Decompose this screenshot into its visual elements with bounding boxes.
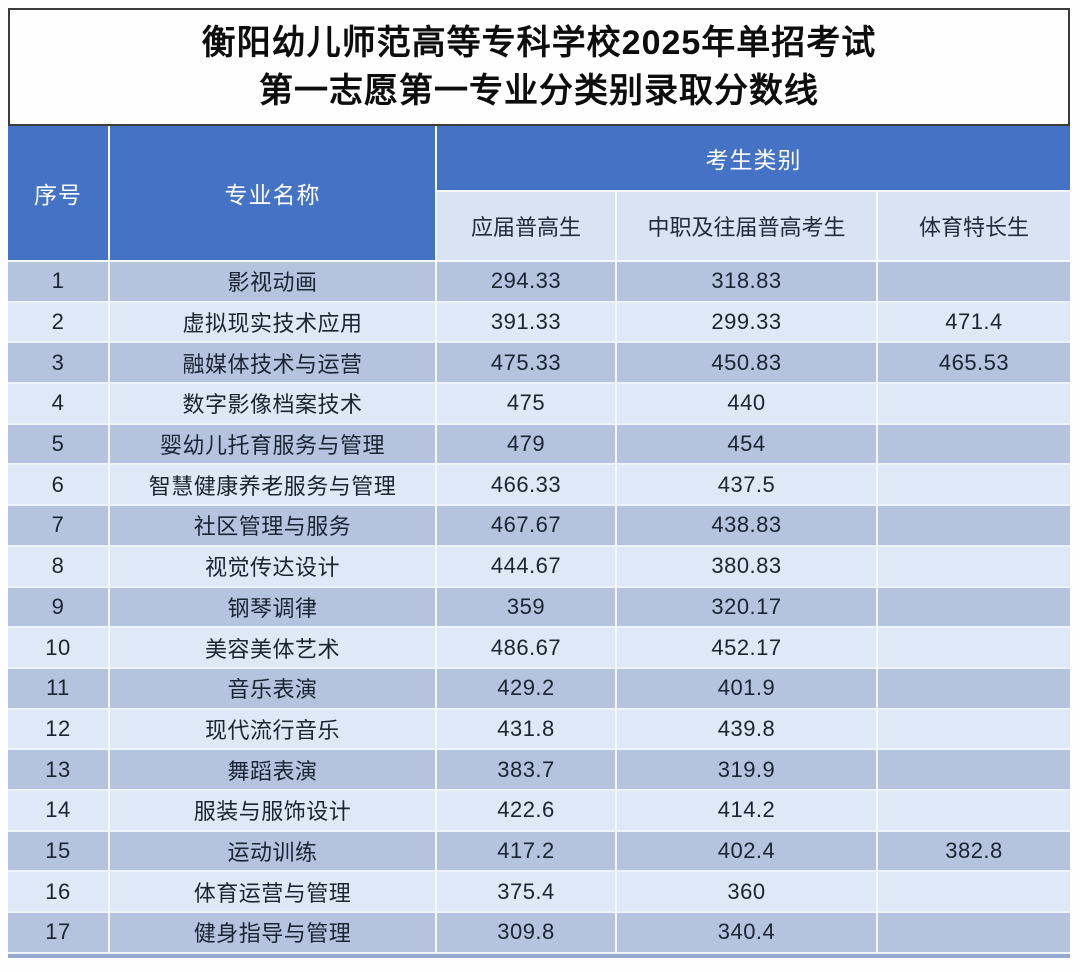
cell-no: 15 (8, 831, 110, 873)
cell-cat3 (878, 506, 1070, 547)
page-title-line2: 第一志愿第一专业分类别录取分数线 (259, 72, 819, 110)
cell-no: 17 (8, 913, 110, 954)
cell-cat3 (878, 709, 1070, 751)
cell-no: 7 (8, 506, 110, 547)
cell-cat2: 401.9 (617, 668, 878, 710)
cell-cat2: 437.5 (617, 465, 878, 507)
header-major: 专业名称 (110, 126, 437, 262)
header-category-group: 考生类别 (437, 126, 1070, 192)
cell-major: 婴幼儿托育服务与管理 (110, 424, 437, 466)
cell-cat1: 475 (437, 384, 617, 425)
cell-cat3 (878, 790, 1070, 832)
cell-cat1: 422.6 (437, 790, 617, 832)
cell-major: 虚拟现实技术应用 (110, 302, 437, 344)
cell-cat3 (878, 465, 1070, 507)
cell-cat2: 318.83 (617, 262, 878, 303)
cell-cat1: 429.2 (437, 668, 617, 710)
cell-cat2: 438.83 (617, 506, 878, 547)
cell-cat2: 299.33 (617, 302, 878, 344)
cell-cat2: 402.4 (617, 831, 878, 873)
cell-cat1: 391.33 (437, 302, 617, 344)
cell-no: 1 (8, 262, 110, 303)
cell-cat2: 440 (617, 384, 878, 425)
cell-no: 5 (8, 424, 110, 466)
score-table: 序号 专业名称 考生类别 应届普高生 中职及往届普高考生 体育特长生 1 影视动… (8, 126, 1070, 958)
cell-cat2: 414.2 (617, 790, 878, 832)
cell-no: 4 (8, 384, 110, 425)
cell-cat3 (878, 587, 1070, 629)
cell-no: 10 (8, 628, 110, 669)
cell-no: 13 (8, 750, 110, 791)
cell-no: 12 (8, 709, 110, 751)
cell-cat3 (878, 262, 1070, 303)
cell-cat1: 309.8 (437, 913, 617, 954)
cell-cat3 (878, 668, 1070, 710)
cell-cat1: 375.4 (437, 872, 617, 913)
cell-major: 融媒体技术与运营 (110, 343, 437, 385)
cell-cat1: 444.67 (437, 546, 617, 588)
cell-no: 11 (8, 668, 110, 710)
cell-major: 影视动画 (110, 262, 437, 303)
cell-cat2: 340.4 (617, 913, 878, 954)
cell-cat1: 466.33 (437, 465, 617, 507)
cell-no: 16 (8, 872, 110, 913)
cell-no: 2 (8, 302, 110, 344)
cell-major: 服装与服饰设计 (110, 790, 437, 832)
cell-major: 舞蹈表演 (110, 750, 437, 791)
cell-cat2: 320.17 (617, 587, 878, 629)
cell-major: 钢琴调律 (110, 587, 437, 629)
cell-major: 现代流行音乐 (110, 709, 437, 751)
cell-cat1: 479 (437, 424, 617, 466)
cell-no: 8 (8, 546, 110, 588)
cell-no: 14 (8, 790, 110, 832)
cell-cat1: 475.33 (437, 343, 617, 385)
cell-major: 音乐表演 (110, 668, 437, 710)
header-cat-vocational: 中职及往届普高考生 (617, 192, 878, 262)
cell-cat2: 439.8 (617, 709, 878, 751)
cell-cat1: 417.2 (437, 831, 617, 873)
cell-major: 体育运营与管理 (110, 872, 437, 913)
title-box: 衡阳幼儿师范高等专科学校2025年单招考试 第一志愿第一专业分类别录取分数线 (8, 8, 1070, 126)
cell-cat2: 360 (617, 872, 878, 913)
cell-cat3 (878, 424, 1070, 466)
cell-cat3 (878, 384, 1070, 425)
cell-major: 美容美体艺术 (110, 628, 437, 669)
cell-major: 运动训练 (110, 831, 437, 873)
cell-cat2: 452.17 (617, 628, 878, 669)
cell-cat2: 450.83 (617, 343, 878, 385)
cell-major: 健身指导与管理 (110, 913, 437, 954)
header-no: 序号 (8, 126, 110, 262)
cell-cat3: 465.53 (878, 343, 1070, 385)
page-title-line1: 衡阳幼儿师范高等专科学校2025年单招考试 (201, 23, 877, 62)
cell-cat3 (878, 913, 1070, 954)
cell-major: 视觉传达设计 (110, 546, 437, 588)
cell-cat1: 294.33 (437, 262, 617, 303)
cell-cat1: 486.67 (437, 628, 617, 669)
cell-cat1: 359 (437, 587, 617, 629)
cell-major: 智慧健康养老服务与管理 (110, 465, 437, 507)
cell-major: 数字影像档案技术 (110, 384, 437, 425)
cell-cat1: 467.67 (437, 506, 617, 547)
cell-cat2: 319.9 (617, 750, 878, 791)
cell-no: 9 (8, 587, 110, 629)
cell-cat3 (878, 628, 1070, 669)
header-cat-sports: 体育特长生 (878, 192, 1070, 262)
cell-major: 社区管理与服务 (110, 506, 437, 547)
cell-cat1: 383.7 (437, 750, 617, 791)
cell-cat3 (878, 750, 1070, 791)
cell-no: 3 (8, 343, 110, 385)
cell-cat3 (878, 546, 1070, 588)
cell-cat2: 380.83 (617, 546, 878, 588)
cell-cat2: 454 (617, 424, 878, 466)
cell-cat3: 471.4 (878, 302, 1070, 344)
cell-cat3: 382.8 (878, 831, 1070, 873)
header-cat-fresh: 应届普高生 (437, 192, 617, 262)
cell-cat3 (878, 872, 1070, 913)
cell-cat1: 431.8 (437, 709, 617, 751)
cell-no: 6 (8, 465, 110, 507)
